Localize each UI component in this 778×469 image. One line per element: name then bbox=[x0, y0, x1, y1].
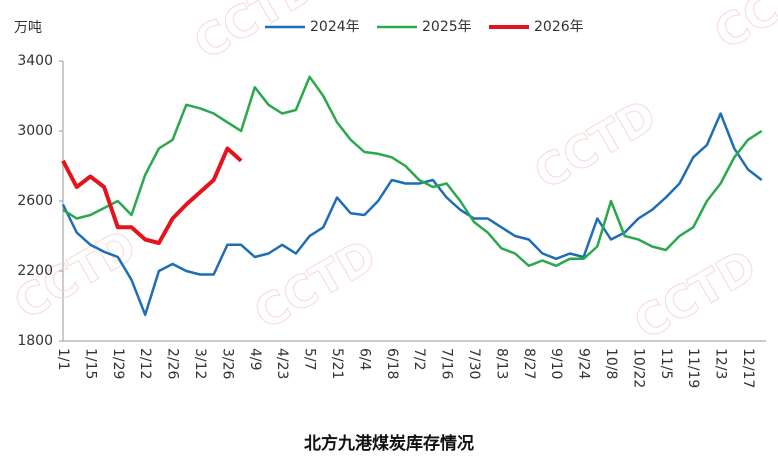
x-tick-label: 2/26 bbox=[165, 348, 181, 380]
x-tick-label: 6/18 bbox=[384, 348, 400, 379]
x-tick-label: 10/8 bbox=[603, 348, 619, 379]
x-tick-label: 5/21 bbox=[329, 348, 345, 379]
x-tick-label: 4/9 bbox=[247, 348, 263, 371]
x-tick-label: 11/5 bbox=[658, 348, 674, 379]
y-unit: 万吨 bbox=[14, 20, 42, 36]
x-tick-label: 5/7 bbox=[302, 348, 318, 371]
series-line bbox=[61, 112, 763, 317]
chart-title: 北方九港煤炭库存情况 bbox=[304, 433, 474, 454]
x-tick-label: 12/3 bbox=[713, 348, 729, 379]
watermark: CCTD bbox=[626, 240, 765, 350]
x-tick-label: 10/22 bbox=[630, 348, 646, 388]
series-line bbox=[61, 146, 243, 245]
y-tick-label: 3000 bbox=[17, 123, 53, 139]
legend-label: 2026年 bbox=[534, 19, 584, 35]
x-tick-label: 11/19 bbox=[685, 348, 701, 388]
x-tick-label: 1/15 bbox=[82, 348, 98, 379]
x-tick-label: 8/27 bbox=[521, 348, 537, 379]
watermark: CCTD bbox=[246, 230, 385, 340]
y-tick-label: 3400 bbox=[17, 53, 53, 69]
x-tick-label: 1/1 bbox=[55, 348, 71, 371]
x-tick-label: 8/13 bbox=[493, 348, 509, 379]
x-tick-label: 3/12 bbox=[192, 348, 208, 379]
x-tick-label: 9/10 bbox=[548, 348, 564, 379]
y-tick-label: 2600 bbox=[17, 193, 53, 209]
watermark: CCTD bbox=[526, 90, 665, 200]
y-tick-label: 1800 bbox=[17, 333, 53, 349]
x-tick-label: 7/30 bbox=[466, 348, 482, 379]
x-tick-label: 3/26 bbox=[219, 348, 235, 380]
y-tick-label: 2200 bbox=[17, 263, 53, 279]
legend-label: 2024年 bbox=[310, 19, 360, 35]
watermark: CCTD bbox=[186, 0, 325, 70]
watermark: CCTD bbox=[706, 0, 778, 60]
x-tick-label: 6/4 bbox=[356, 348, 372, 371]
x-tick-label: 12/17 bbox=[740, 348, 756, 388]
x-tick-label: 7/2 bbox=[411, 348, 427, 371]
x-tick-label: 4/23 bbox=[274, 348, 290, 379]
x-tick-label: 1/29 bbox=[110, 348, 126, 379]
x-tick-label: 7/16 bbox=[439, 348, 455, 380]
x-tick-label: 9/24 bbox=[576, 348, 592, 380]
legend-label: 2025年 bbox=[422, 19, 472, 35]
series-line bbox=[62, 75, 763, 268]
x-tick-label: 2/12 bbox=[137, 348, 153, 379]
